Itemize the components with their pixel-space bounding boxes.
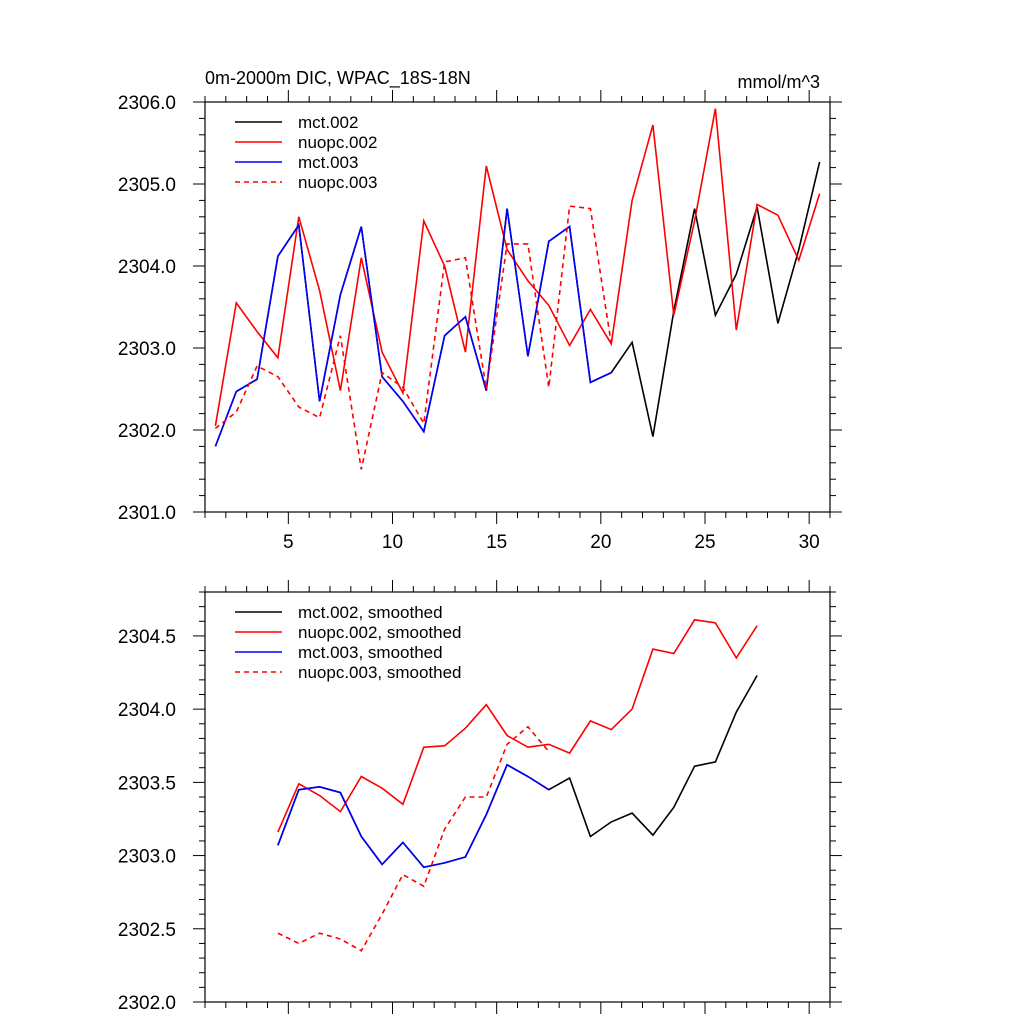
chart-title: 0m-2000m DIC, WPAC_18S-18N: [205, 68, 471, 89]
series-line: [214, 161, 821, 447]
legend-label: nuopc.002, smoothed: [298, 623, 462, 642]
legend-label: mct.003: [298, 153, 358, 172]
y-tick-label: 2302.0: [118, 421, 176, 442]
y-tick-label: 2304.0: [118, 700, 176, 721]
x-tick-label: 30: [799, 532, 820, 553]
legend-label: mct.002: [298, 113, 358, 132]
y-tick-label: 2305.0: [118, 175, 176, 196]
x-tick-label: 25: [694, 532, 715, 553]
y-tick-label: 2303.0: [118, 847, 176, 868]
legend-label: mct.002, smoothed: [298, 603, 443, 622]
x-tick-label: 10: [382, 532, 403, 553]
legend-label: nuopc.002: [298, 133, 377, 152]
x-tick-label: 5: [283, 532, 294, 553]
legend-label: nuopc.003: [298, 173, 377, 192]
series-line: [214, 208, 612, 447]
units-label: mmol/m^3: [738, 72, 820, 92]
y-tick-label: 2304.5: [118, 627, 176, 648]
y-tick-label: 2302.5: [118, 920, 176, 941]
y-tick-label: 2303.5: [118, 773, 176, 794]
series-line: [214, 108, 821, 427]
legend-label: mct.003, smoothed: [298, 643, 443, 662]
series-line: [277, 763, 550, 869]
y-tick-label: 2302.0: [118, 993, 176, 1014]
y-tick-label: 2301.0: [118, 503, 176, 524]
series-line: [214, 205, 613, 470]
y-tick-label: 2306.0: [118, 93, 176, 114]
series-line: [277, 618, 758, 833]
x-tick-label: 20: [590, 532, 611, 553]
y-tick-label: 2304.0: [118, 257, 176, 278]
bottom-panel: 2302.0 2302.5 2303.0 2303.5 2304.0 2304.5 mct.…: [118, 580, 842, 1014]
top-panel: 5 10 15 20 25 30 2301.0 2302.0 2303.0 2304.0 2305.…: [118, 68, 842, 553]
x-tick-label: 15: [486, 532, 507, 553]
legend-label: nuopc.003, smoothed: [298, 663, 462, 682]
series-line: [277, 725, 550, 952]
y-tick-label: 2303.0: [118, 339, 176, 360]
